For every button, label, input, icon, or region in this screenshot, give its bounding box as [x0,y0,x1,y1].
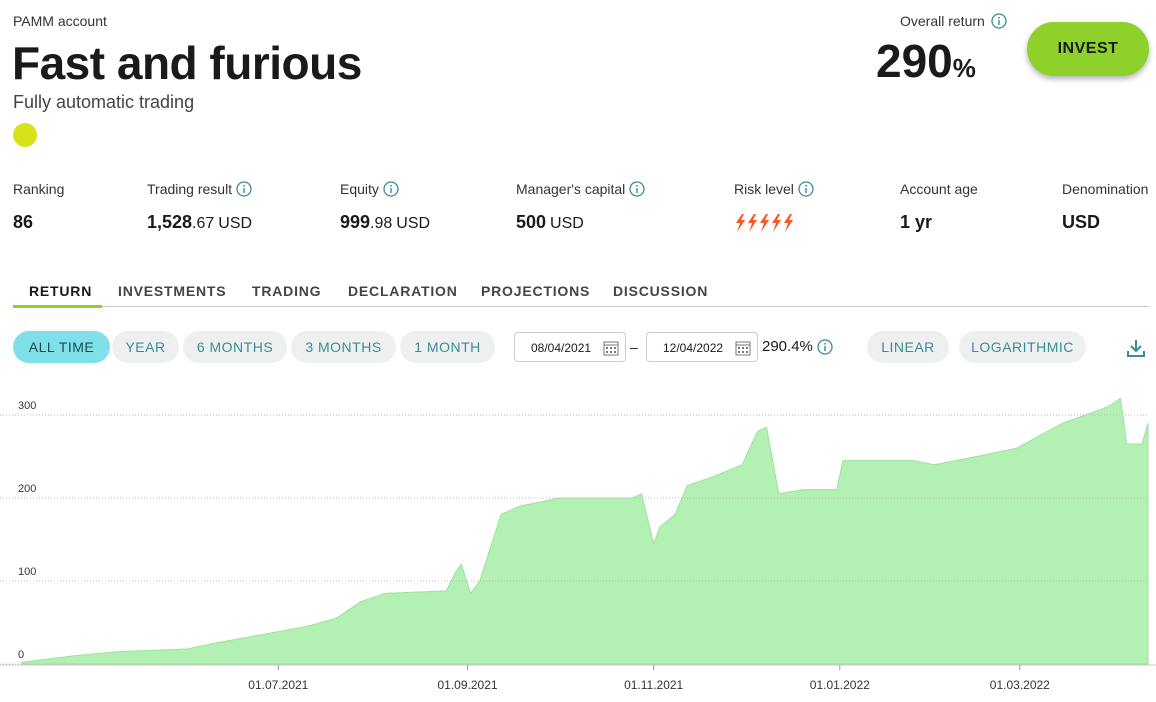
stat-label-row: Risk level [734,181,814,197]
x-tick-label: 01.07.2021 [248,678,308,692]
tab[interactable]: RETURN [29,283,93,299]
account-title: Fast and furious [12,37,362,89]
tab[interactable]: TRADING [252,283,322,299]
badge-icon [13,123,37,147]
stat-label: Trading result [147,181,233,197]
stat-value-main: 500 [516,212,547,232]
y-tick-label: 200 [18,483,36,495]
stat-label-row: Account age [900,181,978,197]
y-tick-label: 100 [18,566,36,578]
stat-value-unit: USD [550,215,584,232]
info-icon[interactable] [991,13,1007,29]
stat-value-main: 86 [13,212,34,232]
stat-label-row: Denomination [1062,181,1148,197]
calendar-icon [603,341,619,356]
stat-value-unit: USD [218,215,253,232]
period-button[interactable]: ALL TIME [13,331,110,363]
stat-label: Equity [340,181,379,197]
x-tick-label: 01.11.2021 [624,678,683,692]
stat-value-fraction: .67 [192,215,215,232]
stat-value-main: 1 yr [900,212,933,232]
scale-button[interactable]: LOGARITHMIC [959,331,1086,363]
tabs-divider [13,306,1149,307]
stat-value: 1 yr [900,212,932,233]
account-subtitle: Fully automatic trading [13,92,195,112]
stat-value-unit: USD [396,215,431,232]
tab[interactable]: DECLARATION [348,283,458,299]
overall-return: 290% [876,34,976,88]
y-tick-label: 0 [18,649,24,661]
date-to-text: 12/04/2022 [663,341,724,355]
stat-label-row: Manager's capital [516,181,645,197]
y-tick-label: 300 [18,400,36,412]
stat-value: 1,528.67 USD [147,212,252,233]
overall-return-label-row: Overall return [900,13,1007,29]
info-icon[interactable] [629,181,645,197]
overall-return-value: 290 [876,35,953,87]
info-icon[interactable] [236,181,252,197]
range-return: 290.4% [762,338,813,355]
download-icon[interactable] [1126,338,1146,358]
date-from-text: 08/04/2021 [531,341,592,355]
stat-value: 86 [13,212,33,233]
scale-button[interactable]: LINEAR [867,331,949,363]
account-label: PAMM account [13,13,107,29]
stat-value-main: 999 [340,212,371,232]
tab[interactable]: DISCUSSION [613,283,709,299]
stat-label: Account age [900,181,978,197]
active-tab-indicator [13,305,102,308]
stat-value: USD [1062,212,1100,233]
stat-value-fraction: .98 [370,215,393,232]
stat-label: Manager's capital [516,181,626,197]
invest-button[interactable]: INVEST [1027,22,1149,76]
info-icon[interactable] [383,181,399,197]
info-icon[interactable] [798,181,814,197]
stat-label: Ranking [13,181,65,197]
stat-label: Risk level [734,181,794,197]
date-separator: – [630,339,638,355]
stat-value: 500 USD [516,212,584,233]
info-icon[interactable] [817,338,833,355]
risk-icons [736,214,793,232]
x-tick-label: 01.09.2021 [437,678,497,692]
stat-label-row: Equity [340,181,399,197]
calendar-icon [735,341,751,356]
x-tick-label: 01.03.2022 [990,678,1050,692]
date-to[interactable]: 12/04/2022 [646,332,758,362]
stat-value-main: USD [1062,212,1101,232]
period-button[interactable]: YEAR [112,331,179,363]
range-return-row: 290.4% [762,338,833,355]
tab[interactable]: PROJECTIONS [481,283,591,299]
date-from[interactable]: 08/04/2021 [514,332,626,362]
stat-label-row: Ranking [13,181,64,197]
area [21,397,1149,665]
stat-value [734,212,798,239]
tab[interactable]: INVESTMENTS [118,283,227,299]
period-button[interactable]: 3 MONTHS [291,331,396,363]
stat-value-main: 1,528 [147,212,193,232]
stat-label: Denomination [1062,181,1149,197]
chart: 0 100 200 300 01.07.2021 01.09.2021 01.11.2021… [0,397,1156,692]
x-tick-label: 01.01.2022 [810,678,870,692]
period-button[interactable]: 1 MONTH [400,331,495,363]
stat-label-row: Trading result [147,181,252,197]
overall-return-label: Overall return [900,13,985,29]
overall-return-unit: % [952,53,976,83]
period-button[interactable]: 6 MONTHS [183,331,287,363]
stat-value: 999.98 USD [340,212,430,233]
